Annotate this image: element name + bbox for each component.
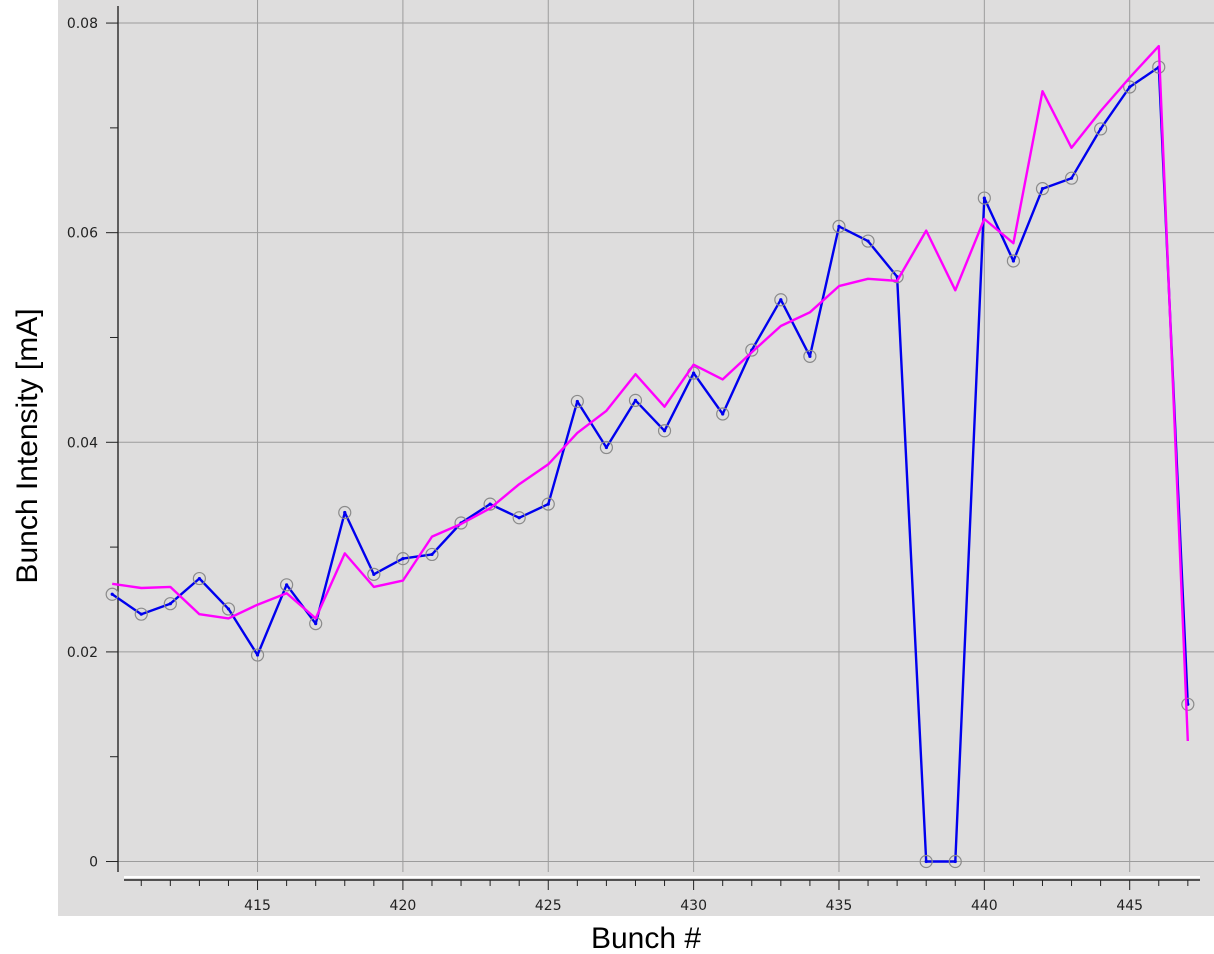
- x-tick-label: 420: [390, 898, 417, 914]
- series-1-point-dot: [285, 583, 289, 587]
- series-1-point-dot: [575, 399, 579, 404]
- series-1-point: [599, 440, 614, 455]
- series-1-point-dot: [866, 239, 870, 243]
- series-1-point: [1035, 182, 1050, 196]
- series-1-point-dot: [314, 622, 318, 626]
- series-1-point-dot: [633, 398, 638, 402]
- grid: [118, 0, 1214, 872]
- series-1-point-dot: [197, 576, 202, 581]
- series-1-point-dot: [1011, 259, 1016, 263]
- series-1-point: [134, 607, 148, 621]
- series-1-point-dot: [721, 412, 725, 416]
- y-axis-title: Bunch Intensity [mA]: [11, 308, 44, 583]
- series-1-point: [1181, 697, 1195, 711]
- series-1-point: [512, 511, 526, 525]
- series-1-point-dot: [982, 196, 986, 200]
- series-1-point-dot: [372, 572, 376, 576]
- x-tick-label: 440: [971, 898, 998, 914]
- series-1-point: [716, 407, 730, 421]
- x-tick-label: 445: [1116, 898, 1143, 914]
- series-1-point: [1006, 254, 1021, 268]
- y-tick-label: 0.02: [67, 645, 98, 661]
- series-1-point: [280, 578, 294, 592]
- series-1-point: [977, 191, 991, 205]
- series-1-point: [163, 597, 177, 611]
- series-1-point: [105, 587, 119, 601]
- series-1-point: [1123, 80, 1137, 94]
- series-1-point: [803, 349, 817, 363]
- series-1-point-dot: [517, 516, 521, 520]
- series-1-point: [861, 234, 875, 248]
- series-1-point: [832, 219, 846, 233]
- series-1-point: [1064, 171, 1079, 185]
- series-1-point: [745, 343, 759, 357]
- series-1-point: [570, 394, 584, 409]
- series-1-point: [454, 516, 468, 530]
- series-1-point: [367, 567, 381, 581]
- series-1-point: [541, 497, 555, 511]
- series-1-point-dot: [1099, 127, 1103, 131]
- series-1-point: [919, 854, 933, 869]
- x-tick-label: 425: [535, 898, 562, 914]
- series-1-point: [396, 552, 410, 566]
- y-tick-label: 0: [89, 855, 98, 871]
- series-1-point: [948, 854, 962, 869]
- series-1-point: [628, 393, 643, 407]
- series-1-point-dot: [1128, 85, 1132, 89]
- x-axis-title: Bunch #: [591, 922, 701, 954]
- series-1-point: [221, 602, 236, 616]
- series-group: [105, 44, 1195, 869]
- series-1-point-dot: [837, 224, 841, 228]
- series-1-point-dot: [808, 354, 812, 358]
- series-1-point: [425, 547, 439, 562]
- series-line-2: [112, 44, 1189, 742]
- series-1-point-dot: [343, 510, 347, 515]
- series-1-point: [657, 424, 672, 438]
- series-1-point-dot: [110, 592, 114, 596]
- series-1-point-dot: [401, 557, 405, 561]
- series-1-point-dot: [430, 552, 434, 557]
- series-1-point: [338, 505, 352, 520]
- series-1-point-dot: [168, 602, 172, 606]
- series-1-point-dot: [255, 653, 260, 657]
- series-1-point: [890, 270, 904, 284]
- series-line-1: [111, 65, 1189, 863]
- series-1-point: [250, 648, 265, 662]
- series-1-point-dot: [1040, 187, 1045, 191]
- series-1-point-dot: [692, 371, 696, 375]
- series-1-point-dot: [1069, 176, 1074, 180]
- y-tick-label: 0.08: [67, 16, 98, 32]
- y-tick-label: 0.04: [67, 435, 98, 451]
- series-1-point-dot: [953, 859, 957, 864]
- series-1-point: [192, 571, 207, 586]
- plot-area: [58, 0, 1214, 916]
- series-1-point-dot: [779, 298, 783, 302]
- series-1-point-dot: [139, 612, 143, 616]
- y-tick-label: 0.06: [67, 226, 98, 242]
- series-1-point: [1094, 122, 1108, 136]
- x-tick-label: 435: [826, 898, 853, 914]
- series-1-point-dot: [604, 445, 609, 450]
- series-1-point-dot: [662, 429, 667, 433]
- series-1-point-dot: [488, 502, 492, 506]
- series-1-point: [774, 293, 788, 307]
- series-1-point-dot: [226, 607, 231, 611]
- axes: 415 420 425 430 435 440 445 0 0.02 0.04 0.06 0.08: [67, 6, 1200, 914]
- series-1-point-dot: [546, 502, 550, 506]
- series-1-point-dot: [924, 859, 928, 864]
- x-tick-label: 415: [244, 898, 271, 914]
- x-tick-label: 430: [680, 898, 707, 914]
